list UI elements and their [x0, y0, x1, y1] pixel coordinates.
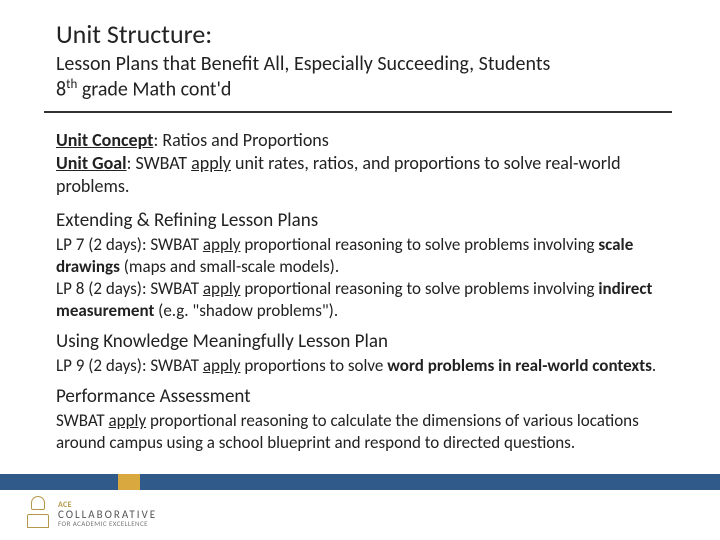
footer-bar-blue — [0, 474, 720, 490]
subtitle-ordinal: th — [66, 77, 77, 92]
lp9-apply: apply — [203, 355, 241, 376]
slide-subtitle: Lesson Plans that Benefit All, Especiall… — [56, 52, 680, 103]
footer-bar-gold — [118, 474, 140, 490]
lp9-post: . — [652, 355, 656, 376]
lp7-post: (maps and small-scale models). — [120, 256, 339, 277]
section-heading-assessment: Performance Assessment — [56, 385, 680, 408]
unit-goal: Unit Goal: SWBAT apply unit rates, ratio… — [56, 152, 680, 199]
performance-assessment: SWBAT apply proportional reasoning to ca… — [56, 410, 680, 454]
concept-text: : Ratios and Proportions — [153, 129, 328, 151]
lp8-post: (e.g. "shadow problems"). — [154, 300, 338, 321]
logo-icon — [24, 496, 52, 532]
section-heading-meaningful: Using Knowledge Meaningfully Lesson Plan — [56, 330, 680, 353]
lp8-mid: proportional reasoning to solve problems… — [240, 278, 598, 299]
slide-title: Unit Structure: — [56, 18, 680, 50]
subtitle-line1: Lesson Plans that Benefit All, Especiall… — [56, 52, 550, 76]
goal-apply: apply — [191, 152, 231, 174]
pa-apply: apply — [109, 410, 147, 431]
lp9-pre: LP 9 (2 days): SWBAT — [56, 355, 203, 376]
goal-label: Unit Goal — [56, 152, 127, 174]
logo-line3: FOR ACADEMIC EXCELLENCE — [58, 520, 157, 527]
lp7-apply: apply — [203, 234, 241, 255]
unit-concept-section: Unit Concept: Ratios and Proportions Uni… — [56, 129, 680, 199]
subtitle-line2-c: grade Math cont'd — [77, 78, 231, 102]
divider — [44, 111, 672, 113]
unit-concept: Unit Concept: Ratios and Proportions — [56, 129, 680, 152]
logo-text: ACE COLLABORATIVE FOR ACADEMIC EXCELLENC… — [58, 501, 157, 527]
lp9-mid: proportions to solve — [240, 355, 387, 376]
lp8-pre: LP 8 (2 days): SWBAT — [56, 278, 203, 299]
subtitle-line2-a: 8 — [56, 78, 66, 102]
lp7: LP 7 (2 days): SWBAT apply proportional … — [56, 234, 680, 278]
logo: ACE COLLABORATIVE FOR ACADEMIC EXCELLENC… — [24, 494, 157, 534]
lp7-pre: LP 7 (2 days): SWBAT — [56, 234, 203, 255]
lp9: LP 9 (2 days): SWBAT apply proportions t… — [56, 355, 680, 377]
pa-pre: SWBAT — [56, 410, 109, 431]
lp7-mid: proportional reasoning to solve problems… — [240, 234, 598, 255]
lp8: LP 8 (2 days): SWBAT apply proportional … — [56, 278, 680, 322]
lp8-apply: apply — [203, 278, 241, 299]
goal-pre: : SWBAT — [127, 152, 192, 174]
footer-bar — [0, 474, 720, 490]
concept-label: Unit Concept — [56, 129, 153, 151]
slide: Unit Structure: Lesson Plans that Benefi… — [0, 0, 720, 540]
lp9-bold: word problems in real-world contexts — [387, 355, 652, 376]
section-heading-extending: Extending & Refining Lesson Plans — [56, 209, 680, 232]
